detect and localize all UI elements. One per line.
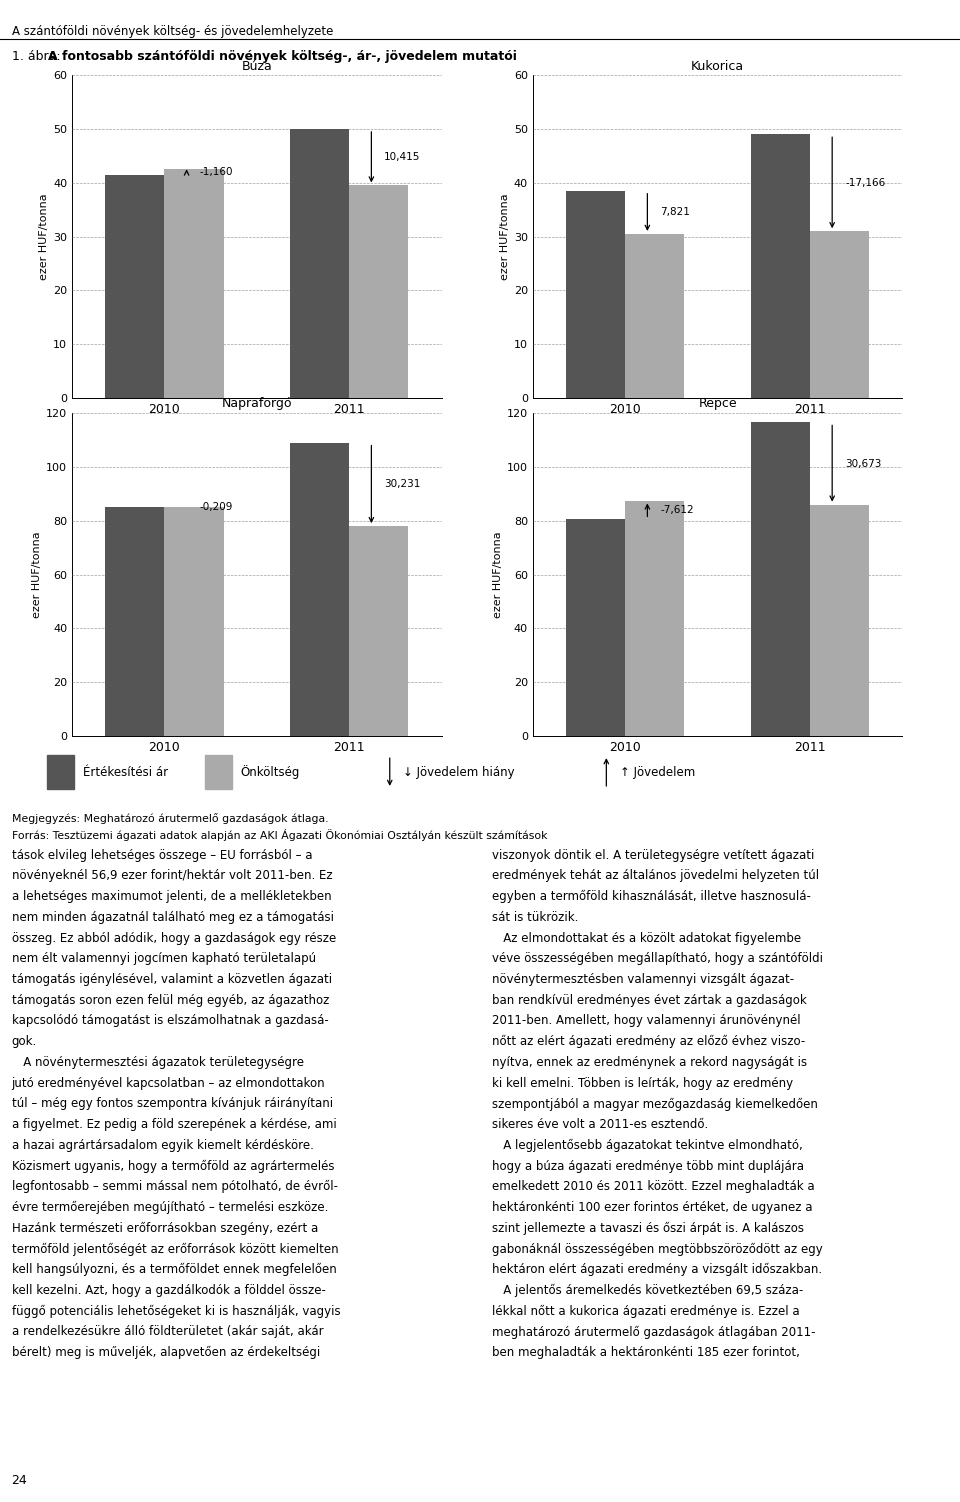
Text: kapcsolódó támogatást is elszámolhatnak a gazdasá-: kapcsolódó támogatást is elszámolhatnak … <box>12 1014 328 1027</box>
Text: termőföld jelentőségét az erőforrások között kiemelten: termőföld jelentőségét az erőforrások kö… <box>12 1242 338 1256</box>
Bar <box>625 234 684 398</box>
Bar <box>106 174 164 398</box>
Text: eredmények tehát az általános jövedelmi helyzeten túl: eredmények tehát az általános jövedelmi … <box>492 870 819 882</box>
Text: nem élt valamennyi jogcímen kapható területalapú: nem élt valamennyi jogcímen kapható terü… <box>12 952 316 966</box>
Bar <box>625 500 684 736</box>
Text: szint jellemezte a tavaszi és őszi árpát is. A kalászos: szint jellemezte a tavaszi és őszi árpát… <box>492 1221 804 1235</box>
Text: A jelentős áremelkedés következtében 69,5 száza-: A jelentős áremelkedés következtében 69,… <box>492 1284 803 1298</box>
Text: Hazánk természeti erőforrásokban szegény, ezért a: Hazánk természeti erőforrásokban szegény… <box>12 1221 318 1235</box>
Bar <box>290 129 349 398</box>
Text: 2011-ben. Amellett, hogy valamennyi árunövénynél: 2011-ben. Amellett, hogy valamennyi árun… <box>492 1014 800 1027</box>
Text: ↑ Jövedelem: ↑ Jövedelem <box>620 766 695 778</box>
Y-axis label: ezer HUF/tonna: ezer HUF/tonna <box>32 532 42 617</box>
Text: nyítva, ennek az eredménynek a rekord nagyságát is: nyítva, ennek az eredménynek a rekord na… <box>492 1056 806 1069</box>
Bar <box>204 756 231 789</box>
Y-axis label: ezer HUF/tonna: ezer HUF/tonna <box>492 532 503 617</box>
Text: Közismert ugyanis, hogy a termőföld az agrártermelés: Közismert ugyanis, hogy a termőföld az a… <box>12 1160 334 1173</box>
Text: 30,231: 30,231 <box>384 479 420 490</box>
Text: függő potenciális lehetőségeket ki is használják, vagyis: függő potenciális lehetőségeket ki is ha… <box>12 1305 340 1317</box>
Text: kell hangsúlyozni, és a termőföldet ennek megfelelően: kell hangsúlyozni, és a termőföldet enne… <box>12 1263 336 1277</box>
Text: egyben a termőföld kihasználását, illetve hasznosulá-: egyben a termőföld kihasználását, illetv… <box>492 891 810 903</box>
Bar <box>47 756 74 789</box>
Text: nőtt az elért ágazati eredmény az előző évhez viszo-: nőtt az elért ágazati eredmény az előző … <box>492 1035 804 1048</box>
Text: A növénytermesztési ágazatok területegységre: A növénytermesztési ágazatok területegys… <box>12 1056 303 1069</box>
Bar <box>164 508 224 736</box>
Text: jutó eredményével kapcsolatban – az elmondottakon: jutó eredményével kapcsolatban – az elmo… <box>12 1077 325 1089</box>
Text: gabonáknál összességében megtöbbszöröződött az egy: gabonáknál összességében megtöbbszöröződ… <box>492 1242 823 1256</box>
Text: támogatás soron ezen felül még egyéb, az ágazathoz: támogatás soron ezen felül még egyéb, az… <box>12 994 329 1006</box>
Text: Értékesítési ár: Értékesítési ár <box>83 766 168 778</box>
Y-axis label: ezer HUF/tonna: ezer HUF/tonna <box>38 194 49 279</box>
Text: véve összességében megállapítható, hogy a szántóföldi: véve összességében megállapítható, hogy … <box>492 952 823 966</box>
Text: emelkedett 2010 és 2011 között. Ezzel meghaladták a: emelkedett 2010 és 2011 között. Ezzel me… <box>492 1181 814 1193</box>
Bar <box>290 443 349 736</box>
Text: évre termőerejében megújítható – termelési eszköze.: évre termőerejében megújítható – termelé… <box>12 1202 328 1214</box>
Text: támogatás igénylésével, valamint a közvetlen ágazati: támogatás igénylésével, valamint a közve… <box>12 973 331 985</box>
Text: a lehetséges maximumot jelenti, de a mellékletekben: a lehetséges maximumot jelenti, de a mel… <box>12 891 331 903</box>
Bar <box>566 191 625 398</box>
Text: hektáronkénti 100 ezer forintos értéket, de ugyanez a: hektáronkénti 100 ezer forintos értéket,… <box>492 1202 812 1214</box>
Text: A legjelentősebb ágazatokat tekintve elmondható,: A legjelentősebb ágazatokat tekintve elm… <box>492 1139 803 1152</box>
Text: A fontosabb szántóföldi növények költség-, ár-, jövedelem mutatói: A fontosabb szántóföldi növények költség… <box>48 50 516 63</box>
Text: túl – még egy fontos szempontra kívánjuk ráirányítani: túl – még egy fontos szempontra kívánjuk… <box>12 1098 333 1110</box>
Bar <box>810 505 869 736</box>
Bar <box>751 422 810 736</box>
Text: összeg. Ez abból adódik, hogy a gazdaságok egy része: összeg. Ez abból adódik, hogy a gazdaság… <box>12 931 336 945</box>
Text: a rendelkezésükre álló földterületet (akár saját, akár: a rendelkezésükre álló földterületet (ak… <box>12 1325 324 1338</box>
Text: hektáron elért ágazati eredmény a vizsgált időszakban.: hektáron elért ágazati eredmény a vizsgá… <box>492 1263 822 1277</box>
Text: meghatározó árutermelő gazdaságok átlagában 2011-: meghatározó árutermelő gazdaságok átlagá… <box>492 1325 815 1338</box>
Text: lékkal nőtt a kukorica ágazati eredménye is. Ezzel a: lékkal nőtt a kukorica ágazati eredménye… <box>492 1305 799 1317</box>
Text: kell kezelni. Azt, hogy a gazdálkodók a földdel össze-: kell kezelni. Azt, hogy a gazdálkodók a … <box>12 1284 325 1296</box>
Text: hogy a búza ágazati eredménye több mint duplájára: hogy a búza ágazati eredménye több mint … <box>492 1160 804 1173</box>
Text: 10,415: 10,415 <box>384 152 420 162</box>
Text: szempontjából a magyar mezőgazdaság kiemelkedően: szempontjából a magyar mezőgazdaság kiem… <box>492 1098 817 1110</box>
Text: viszonyok döntik el. A területegységre vetített ágazati: viszonyok döntik el. A területegységre v… <box>492 849 814 862</box>
Y-axis label: ezer HUF/tonna: ezer HUF/tonna <box>499 194 510 279</box>
Text: ben meghaladták a hektáronkénti 185 ezer forintot,: ben meghaladták a hektáronkénti 185 ezer… <box>492 1346 800 1359</box>
Text: sikeres éve volt a 2011-es esztendő.: sikeres éve volt a 2011-es esztendő. <box>492 1117 708 1131</box>
Text: bérelt) meg is műveljék, alapvetően az érdekeltségi: bérelt) meg is műveljék, alapvetően az é… <box>12 1346 320 1359</box>
Text: 7,821: 7,821 <box>660 207 690 218</box>
Text: nem minden ágazatnál található meg ez a támogatási: nem minden ágazatnál található meg ez a … <box>12 910 333 924</box>
Text: Az elmondottakat és a közölt adatokat figyelembe: Az elmondottakat és a közölt adatokat fi… <box>492 931 801 945</box>
Text: ban rendkívül eredményes évet zártak a gazdaságok: ban rendkívül eredményes évet zártak a g… <box>492 994 806 1006</box>
Text: ki kell emelni. Többen is leírták, hogy az eredmény: ki kell emelni. Többen is leírták, hogy … <box>492 1077 793 1089</box>
Text: sát is tükrözik.: sát is tükrözik. <box>492 910 578 924</box>
Bar <box>164 170 224 398</box>
Text: -17,166: -17,166 <box>845 177 885 188</box>
Title: Napraforgó: Napraforgó <box>222 398 292 410</box>
Bar <box>810 231 869 398</box>
Title: Kukorica: Kukorica <box>691 60 744 72</box>
Text: Megjegyzés: Meghatározó árutermelő gazdaságok átlaga.: Megjegyzés: Meghatározó árutermelő gazda… <box>12 813 328 823</box>
Text: ↓ Jövedelem hiány: ↓ Jövedelem hiány <box>403 766 515 778</box>
Text: növényeknél 56,9 ezer forint/hektár volt 2011-ben. Ez: növényeknél 56,9 ezer forint/hektár volt… <box>12 870 332 882</box>
Bar <box>349 185 408 398</box>
Bar <box>751 134 810 398</box>
Title: Repce: Repce <box>698 398 737 410</box>
Text: -7,612: -7,612 <box>660 505 694 515</box>
Text: A szántóföldi növények költség- és jövedelemhelyzete: A szántóföldi növények költség- és jöved… <box>12 26 333 38</box>
Bar <box>566 520 625 736</box>
Text: 1. ábra:: 1. ábra: <box>12 50 64 63</box>
Text: 24: 24 <box>12 1473 27 1487</box>
Bar <box>106 508 164 736</box>
Text: a hazai agrártársadalom egyik kiemelt kérdésköre.: a hazai agrártársadalom egyik kiemelt ké… <box>12 1139 313 1152</box>
Text: a figyelmet. Ez pedig a föld szerepének a kérdése, ami: a figyelmet. Ez pedig a föld szerepének … <box>12 1117 336 1131</box>
Text: tások elvileg lehetséges összege – EU forrásból – a: tások elvileg lehetséges összege – EU fo… <box>12 849 312 862</box>
Text: legfontosabb – semmi mással nem pótolható, de évről-: legfontosabb – semmi mással nem pótolhat… <box>12 1181 338 1194</box>
Text: 30,673: 30,673 <box>845 458 881 469</box>
Text: gok.: gok. <box>12 1035 36 1048</box>
Text: -1,160: -1,160 <box>200 167 233 177</box>
Text: -0,209: -0,209 <box>200 502 233 512</box>
Bar <box>349 526 408 736</box>
Text: növénytermesztésben valamennyi vizsgált ágazat-: növénytermesztésben valamennyi vizsgált … <box>492 973 794 985</box>
Text: Forrás: Tesztüzemi ágazati adatok alapján az AKI Ágazati Ökonómiai Osztályán kés: Forrás: Tesztüzemi ágazati adatok alapjá… <box>12 829 547 841</box>
Text: Önköltség: Önköltség <box>241 765 300 780</box>
Title: Búza: Búza <box>241 60 273 72</box>
